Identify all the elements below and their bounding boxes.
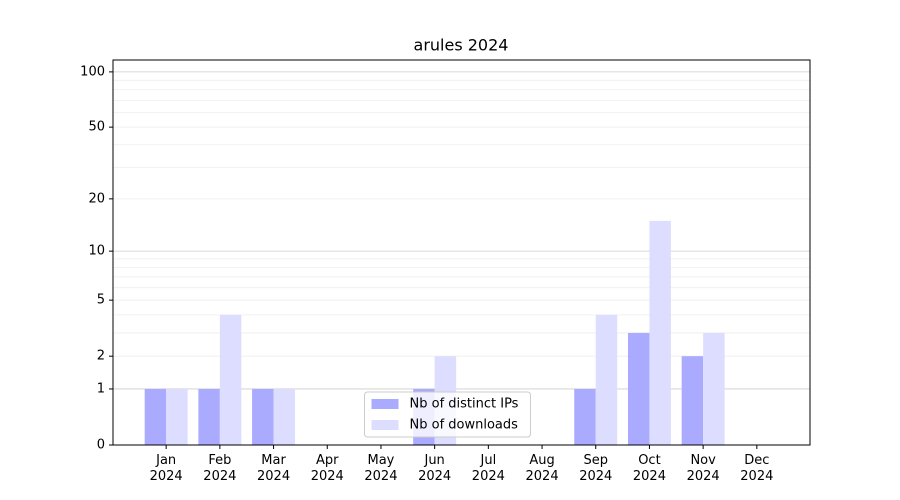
y-tick-label: 10 xyxy=(88,244,105,259)
legend-label: Nb of distinct IPs xyxy=(410,397,519,412)
legend-label: Nb of downloads xyxy=(410,418,519,433)
y-tick-label: 1 xyxy=(97,381,105,396)
bar xyxy=(166,388,188,445)
bar xyxy=(198,388,220,445)
legend-swatch xyxy=(371,420,399,430)
y-tick-label: 5 xyxy=(97,293,105,308)
bar xyxy=(595,314,618,445)
bar xyxy=(681,356,704,445)
x-tick-label: Aug 2024 xyxy=(525,453,559,484)
x-tick-label: Jun 2024 xyxy=(418,453,452,484)
y-tick-label: 100 xyxy=(80,64,105,79)
legend: Nb of distinct IPs Nb of downloads xyxy=(364,391,531,438)
bar xyxy=(252,388,274,445)
x-tick-label: Jul 2024 xyxy=(471,453,505,484)
x-tick-label: Oct 2024 xyxy=(632,453,666,484)
y-tick-label: 50 xyxy=(88,120,105,135)
bar xyxy=(144,388,167,445)
x-tick-label: Dec 2024 xyxy=(740,453,774,484)
x-tick-label: Nov 2024 xyxy=(686,453,720,484)
x-tick-label: May 2024 xyxy=(364,453,398,484)
chart-title: arules 2024 xyxy=(414,36,509,55)
x-tick-label: Mar 2024 xyxy=(257,453,291,484)
x-tick-label: Apr 2024 xyxy=(310,453,344,484)
y-tick-label: 20 xyxy=(88,191,105,206)
x-tick-label: Jan 2024 xyxy=(149,453,183,484)
bar xyxy=(703,332,725,445)
bar xyxy=(273,388,296,445)
y-tick-label: 2 xyxy=(97,349,105,364)
bar xyxy=(219,314,242,445)
bar xyxy=(574,388,596,445)
plot-frame xyxy=(112,59,811,446)
y-tick-label: 0 xyxy=(97,438,105,453)
legend-box xyxy=(364,391,531,438)
x-tick-label: Feb 2024 xyxy=(203,453,237,484)
x-tick-label: Sep 2024 xyxy=(579,453,613,484)
bar xyxy=(649,220,671,445)
bar xyxy=(627,332,650,445)
legend-swatch xyxy=(371,399,399,409)
